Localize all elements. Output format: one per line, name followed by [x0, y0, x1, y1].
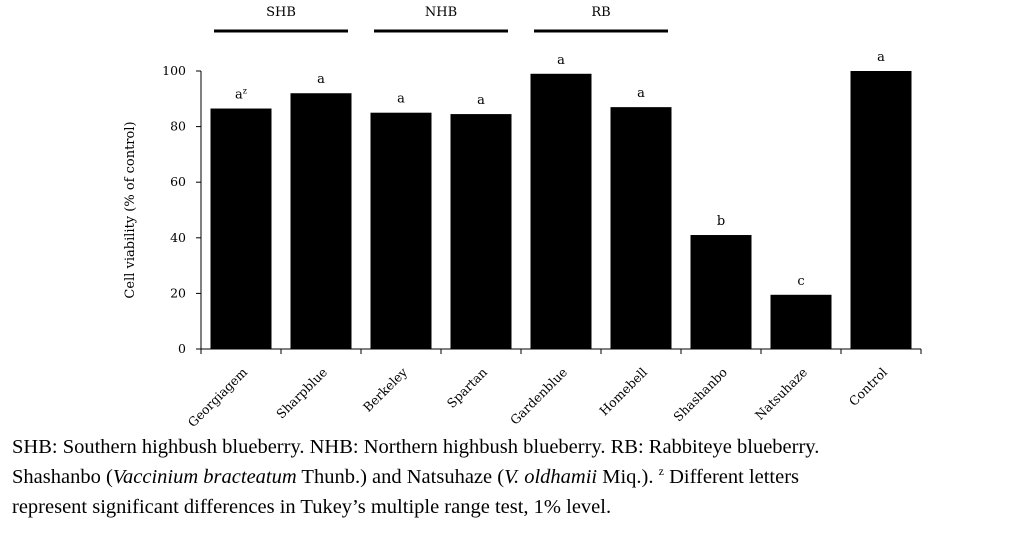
bar-shashanbo — [690, 235, 752, 349]
caption-line-2c: Miq.). — [597, 466, 659, 488]
group-labels-layer: SHB NHB RB — [214, 5, 668, 33]
caption-line-3: represent significant differences in Tuk… — [12, 496, 612, 518]
caption-species-1: Vaccinium bracteatum — [112, 466, 297, 488]
caption-line-2a: Shashanbo ( — [12, 466, 113, 488]
caption-line-1: SHB: Southern highbush blueberry. NHB: N… — [12, 436, 820, 458]
caption-superscript: z — [658, 464, 664, 479]
significance-superscript: z — [243, 87, 247, 96]
bar-homebell — [610, 107, 672, 349]
caption-line-2b: Thunb.) and Natsuhaze ( — [296, 466, 505, 488]
significance-letter: a — [557, 53, 565, 68]
significance-letter: a — [397, 92, 405, 107]
category-label: Sharpblue — [273, 365, 330, 422]
group-label-nhb: NHB — [425, 5, 457, 20]
significance-letter: a — [877, 50, 885, 65]
bar-natsuhaze — [770, 294, 832, 349]
significance-letter: a — [317, 72, 325, 87]
y-tick-label: 0 — [178, 341, 186, 356]
significance-letter: a — [637, 86, 645, 101]
significance-letter: a — [477, 93, 485, 108]
y-tick-label: 40 — [170, 230, 186, 245]
bar-sharpblue — [290, 93, 352, 350]
bar-chart: az a a a a a b c a Georgiagem Sharpblue Berkeley Sp… — [123, 5, 922, 430]
figure-caption: SHB: Southern highbush blueberry. NHB: N… — [12, 432, 1016, 522]
significance-letter: c — [797, 274, 804, 289]
y-tick-label: 20 — [170, 285, 186, 300]
category-label: Homebell — [596, 365, 650, 419]
bar-berkeley — [370, 112, 432, 349]
category-label: Spartan — [444, 365, 490, 411]
category-label: Gardenblue — [507, 365, 570, 428]
category-label: Natsuhaze — [752, 365, 810, 423]
bar-gardenblue — [530, 73, 592, 349]
bar-spartan — [450, 114, 512, 349]
category-label: Shashanbo — [670, 365, 730, 425]
group-label-rb: RB — [591, 5, 610, 20]
caption-species-2: V. oldhamii — [504, 466, 598, 488]
y-tick-label: 100 — [162, 63, 186, 78]
y-axis-label: Cell viability (% of control) — [123, 121, 138, 298]
bars-layer: az a a a a a b c a — [210, 50, 912, 350]
significance-letter: az — [235, 87, 247, 103]
caption-line-2d: Different letters — [663, 466, 800, 488]
y-tick-label: 60 — [170, 174, 186, 189]
bar-georgiagem — [210, 108, 272, 349]
significance-letter: b — [717, 214, 725, 229]
category-label: Berkeley — [360, 364, 411, 415]
group-label-shb: SHB — [266, 5, 296, 20]
y-tick-label: 80 — [170, 119, 186, 134]
category-label: Georgiagem — [185, 364, 251, 430]
bar-control — [850, 71, 912, 349]
category-label: Control — [846, 365, 890, 409]
